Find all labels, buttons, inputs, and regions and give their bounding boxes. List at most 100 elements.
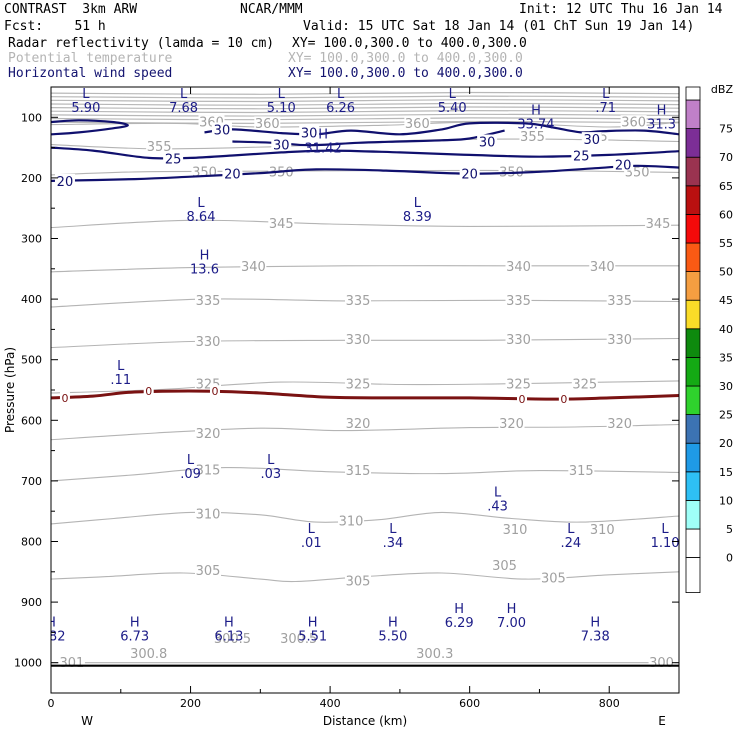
wind-label: 30	[273, 139, 290, 154]
extremum-value: 5.50	[378, 629, 407, 644]
theta-label-bg	[645, 216, 672, 230]
theta-contour-340	[51, 265, 679, 273]
theta-label-bg	[345, 573, 372, 587]
theta-label: 305	[196, 564, 221, 579]
wind-contour-30	[51, 119, 129, 136]
reflectivity-label: 0	[145, 385, 152, 398]
theta-label: 335	[196, 294, 221, 309]
upper-isentrope-line	[51, 117, 679, 121]
extremum-value: 7.00	[497, 616, 526, 631]
theta-label-bg	[571, 376, 598, 390]
theta-label: 315	[196, 463, 221, 478]
theta-label-bg	[540, 570, 567, 584]
colorbar-tick-label: 65	[719, 180, 733, 193]
colorbar-swatch	[685, 442, 701, 473]
wind-label-bg	[477, 134, 498, 148]
extremum-value: 5.51	[298, 629, 327, 644]
x-tick-label: 400	[320, 697, 341, 710]
extremum-low-marker: L	[602, 87, 610, 102]
theta-label-bg	[498, 164, 525, 178]
extremum-low-marker: L	[267, 453, 275, 468]
extremum-value: 8.39	[403, 210, 432, 225]
theta-label-bg	[606, 416, 633, 430]
east-label: E	[658, 714, 666, 728]
theta-label: 325	[572, 377, 597, 392]
colorbar-tick-label: 20	[719, 437, 733, 450]
y-tick-label: 700	[21, 475, 42, 488]
theta-label-bg	[195, 507, 221, 521]
theta-label: 335	[607, 294, 632, 309]
extremum-low-marker: L	[414, 196, 422, 211]
theta-contour-350	[51, 169, 679, 176]
colorbar-tick-label: 30	[719, 380, 733, 393]
extremum-value: 5.10	[267, 101, 296, 116]
theta-label: 345	[269, 217, 294, 232]
theta-label-bg	[338, 513, 365, 527]
theta-contour-330	[51, 337, 679, 349]
wind-label-bg	[211, 122, 232, 136]
theta-label: 301	[60, 656, 85, 671]
colorbar-above-swatch	[685, 86, 701, 101]
theta-label-bg	[505, 293, 532, 307]
wind-label: 25	[573, 149, 590, 164]
x-tick-label: 600	[459, 697, 480, 710]
colorbar-tick-label: 45	[719, 294, 733, 307]
theta-label: 360	[621, 116, 646, 131]
extremum-value: 7.68	[169, 101, 198, 116]
theta-label: 305	[541, 571, 566, 586]
theta-label-bg	[505, 332, 532, 346]
extremum-low-marker: L	[117, 359, 125, 374]
theta-contour-310	[51, 511, 679, 525]
extremum-value: .03	[260, 467, 281, 482]
reflectivity-label: 0	[560, 393, 567, 406]
extremum-value: 6.73	[120, 629, 149, 644]
extremum-low-marker: L	[278, 87, 286, 102]
wind-label: 30	[584, 133, 601, 148]
theta-label-bg	[606, 293, 633, 307]
theta-label: 320	[196, 427, 221, 442]
extremum-value: 31.42	[305, 142, 342, 157]
model-label: CONTRAST 3km ARW	[4, 2, 138, 17]
reflectivity-label: 0	[211, 385, 218, 398]
theta-label-bg	[345, 332, 372, 346]
colorbar-swatch	[685, 185, 701, 215]
valid-time: Valid: 15 UTC Sat 18 Jan 14 (01 ChT Sun …	[303, 19, 695, 34]
colorbar-swatch	[685, 528, 701, 559]
theta-label: 310	[196, 508, 221, 523]
theta-label: 320	[607, 417, 632, 432]
colorbar-tick-label: 60	[719, 208, 733, 221]
theta-contour-315	[51, 467, 679, 482]
theta-label: 300	[649, 656, 674, 671]
theta-label-bg	[195, 462, 221, 476]
theta-label-bg	[268, 216, 295, 230]
theta-label: 300.8	[130, 647, 167, 662]
y-tick-label: 900	[21, 596, 42, 609]
wind-label: 20	[224, 168, 241, 183]
extremum-low-marker: L	[187, 453, 195, 468]
theta-label: 305	[492, 559, 517, 574]
theta-label-bg	[404, 116, 431, 130]
extremum-high-marker: H	[200, 249, 210, 264]
theta-label: 355	[147, 140, 172, 155]
theta-label-bg	[195, 563, 221, 577]
extremum-high-marker: H	[590, 615, 600, 630]
theta-label: 360	[255, 117, 280, 132]
extremum-value: 13.6	[190, 263, 219, 278]
theta-label-bg	[254, 116, 281, 130]
colorbar-tick-label: 5	[726, 523, 733, 536]
theta-contour-345	[51, 219, 679, 229]
reflectivity-label: 0	[61, 392, 68, 405]
colorbar-swatch	[685, 414, 701, 444]
field-wind-xy: XY= 100.0,300.0 to 400.0,300.0	[288, 66, 523, 81]
y-axis-label: Pressure (hPa)	[3, 347, 17, 433]
theta-label: 320	[499, 417, 524, 432]
wind-label: 20	[615, 159, 632, 174]
extremum-value: 31.3	[647, 117, 676, 132]
reflectivity-label-bg	[558, 393, 569, 406]
theta-contour-335	[51, 298, 679, 308]
theta-label: 340	[241, 260, 266, 275]
theta-label-bg	[195, 293, 221, 307]
theta-label-bg	[195, 426, 221, 440]
wind-label: 20	[461, 168, 478, 183]
